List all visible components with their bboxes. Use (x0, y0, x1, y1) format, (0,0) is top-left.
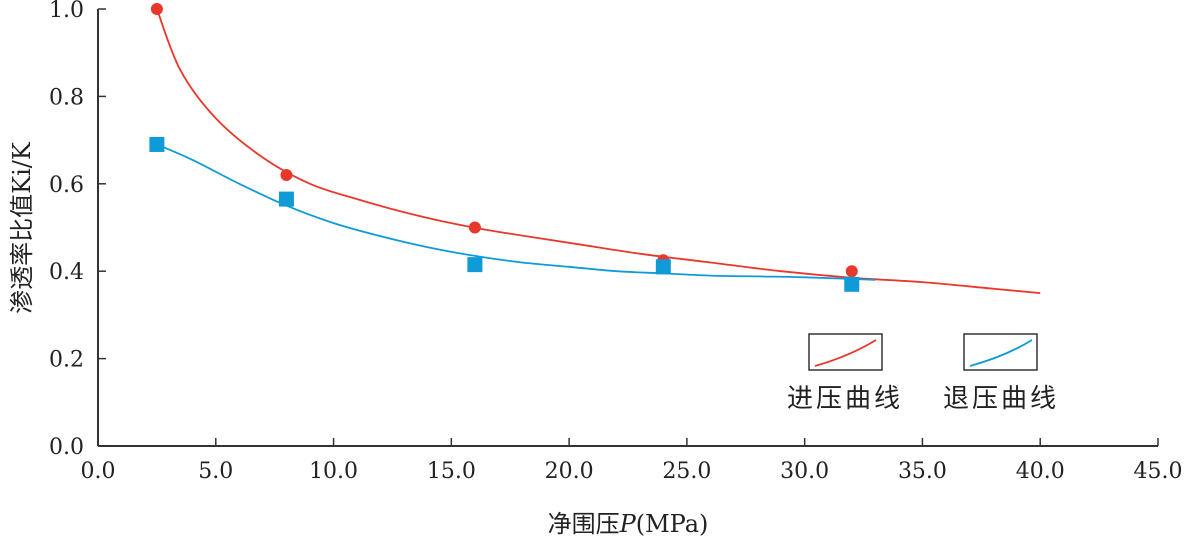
y-tick-label: 0.2 (49, 348, 84, 373)
data-point-loading (280, 169, 293, 182)
legend-swatch-line-unloading (969, 339, 1033, 367)
data-point-loading (845, 265, 858, 278)
x-axis-title: 净围压P(MPa) (548, 510, 709, 538)
legend-item-unloading: 退压曲线 (943, 333, 1059, 414)
x-tick-label: 35.0 (898, 459, 947, 484)
axes (97, 9, 1158, 447)
y-tick-label: 0.8 (49, 85, 84, 110)
y-ticks: 0.0 0.2 0.4 0.6 0.8 1.0 (49, 0, 106, 460)
x-tick-label: 15.0 (427, 459, 476, 484)
data-point-unloading (844, 276, 860, 292)
data-point-unloading (467, 257, 483, 273)
y-tick-label: 0.4 (49, 260, 84, 285)
data-point-unloading (278, 191, 294, 207)
data-markers (149, 3, 860, 292)
legend-swatch-box-unloading (963, 333, 1038, 371)
data-point-unloading (655, 259, 671, 275)
y-tick-label: 0.0 (49, 435, 84, 460)
legend-label-unloading: 退压曲线 (943, 384, 1059, 414)
legend-label-loading: 进压曲线 (787, 384, 903, 414)
y-tick-label: 1.0 (49, 0, 84, 23)
x-tick-label: 30.0 (780, 459, 829, 484)
legend-swatch-box-loading (808, 333, 883, 371)
data-point-loading (468, 221, 481, 234)
x-tick-label: 5.0 (198, 459, 233, 484)
data-point-unloading (149, 136, 165, 152)
legend: 进压曲线 退压曲线 (787, 333, 1059, 414)
x-tick-label: 25.0 (662, 459, 711, 484)
fit-curves (156, 8, 1041, 294)
legend-swatch-line-loading (814, 339, 877, 367)
data-point-loading (150, 3, 163, 15)
fit-curve-loading (156, 8, 1041, 294)
legend-item-loading: 进压曲线 (787, 333, 903, 414)
x-tick-label: 40.0 (1016, 459, 1065, 484)
x-tick-label: 20.0 (545, 459, 594, 484)
fit-curve-unloading (156, 143, 876, 281)
y-axis-title: 渗透率比值Ki/K (8, 141, 36, 314)
x-tick-label: 0.0 (81, 459, 116, 484)
y-tick-label: 0.6 (49, 173, 84, 198)
x-tick-label: 45.0 (1134, 459, 1183, 484)
x-ticks: 0.0 5.0 10.0 15.0 20.0 25.0 30.0 35.0 40.0 45.0 (81, 438, 1183, 484)
x-tick-label: 10.0 (309, 459, 358, 484)
